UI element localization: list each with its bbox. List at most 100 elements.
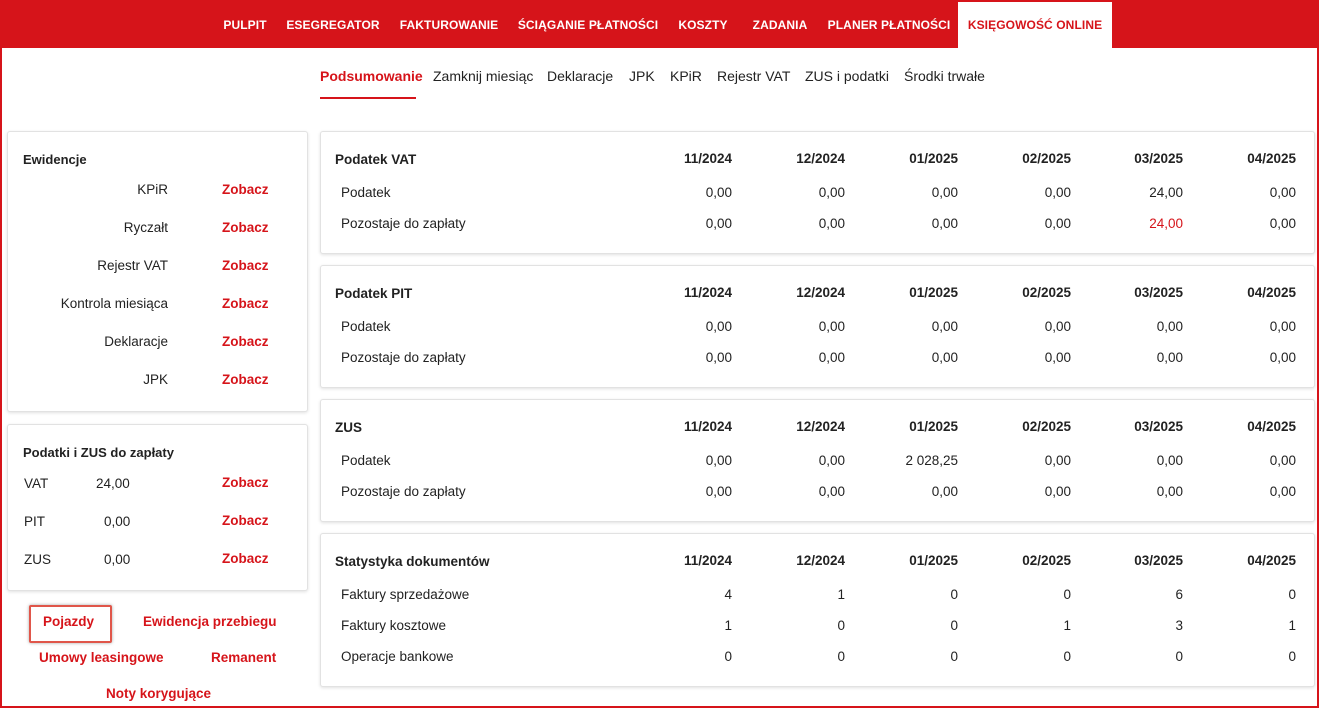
table-cell: 0,00 (1156, 350, 1183, 365)
tab-zus-i-podatki[interactable]: ZUS i podatki (805, 68, 890, 84)
table-cell: 0,00 (931, 216, 958, 231)
table-cell: 0 (950, 618, 958, 633)
period-header: 03/2025 (1134, 419, 1183, 434)
umowy-leasingowe-link[interactable]: Umowy leasingowe (39, 650, 164, 665)
row-label: Pozostaje do zapłaty (341, 350, 466, 365)
period-header: 04/2025 (1247, 419, 1296, 434)
table-cell: 0 (837, 649, 845, 664)
ewidencje-ryczalt-link[interactable]: Zobacz (222, 220, 269, 235)
statystyka-title: Statystyka dokumentów (335, 554, 490, 569)
ewidencje-kontrola-miesiaca-link[interactable]: Zobacz (222, 296, 269, 311)
table-cell: 0,00 (818, 453, 845, 468)
ewidencja-przebiegu-link[interactable]: Ewidencja przebiegu (143, 614, 277, 629)
ewidencje-jpk-link[interactable]: Zobacz (222, 372, 269, 387)
table-cell: 0,00 (931, 319, 958, 334)
table-cell: 0 (837, 618, 845, 633)
table-cell: 0,00 (1156, 453, 1183, 468)
row-label: Faktury kosztowe (341, 618, 447, 633)
table-cell: 0 (724, 649, 732, 664)
remanent-link[interactable]: Remanent (211, 650, 277, 665)
row-label: Podatek (341, 185, 391, 200)
table-cell-due: 24,00 (1149, 216, 1183, 231)
topnav-item-koszty[interactable]: KOSZTY (678, 18, 728, 32)
period-header: 04/2025 (1247, 285, 1296, 300)
ewidencje-label-jpk: JPK (143, 372, 168, 387)
table-cell: 0,00 (1269, 350, 1296, 365)
table-cell: 0,00 (1269, 185, 1296, 200)
tab-zamknij-miesiac[interactable]: Zamknij miesiąc (433, 68, 534, 84)
table-cell: 3 (1175, 618, 1183, 633)
table-cell: 0 (950, 587, 958, 602)
period-header: 12/2024 (796, 419, 845, 434)
table-cell: 0 (950, 649, 958, 664)
ewidencje-title: Ewidencje (23, 152, 87, 167)
podatki-label-vat: VAT (24, 476, 49, 491)
topnav-item-pulpit[interactable]: PULPIT (223, 18, 267, 32)
row-label: Pozostaje do zapłaty (341, 216, 466, 231)
topnav-item-planer-platnosci[interactable]: PLANER PŁATNOŚCI (827, 18, 951, 32)
active-tab-underline (320, 97, 416, 99)
table-cell: 1 (1063, 618, 1071, 633)
ewidencje-deklaracje-link[interactable]: Zobacz (222, 334, 269, 349)
table-cell: 0,00 (1156, 319, 1183, 334)
podatki-zus-link[interactable]: Zobacz (222, 551, 269, 566)
table-cell: 0,00 (1156, 484, 1183, 499)
table-cell: 6 (1175, 587, 1183, 602)
table-cell: 0,00 (931, 484, 958, 499)
table-cell: 0,00 (705, 185, 732, 200)
topnav-item-zadania[interactable]: ZADANIA (752, 18, 808, 32)
tab-podsumowanie[interactable]: Podsumowanie (320, 68, 423, 84)
period-header: 02/2025 (1022, 553, 1071, 568)
tab-kpir[interactable]: KPiR (670, 68, 702, 84)
table-cell: 0,00 (1044, 185, 1071, 200)
period-header: 04/2025 (1247, 151, 1296, 166)
topnav-item-sciaganie-platnosci[interactable]: ŚCIĄGANIE PŁATNOŚCI (517, 18, 659, 32)
podatek-vat-title: Podatek VAT (335, 152, 417, 167)
table-cell: 1 (724, 618, 732, 633)
period-header: 03/2025 (1134, 553, 1183, 568)
podatki-vat-link[interactable]: Zobacz (222, 475, 269, 490)
table-cell: 0,00 (1044, 350, 1071, 365)
topnav-item-esegregator[interactable]: ESEGREGATOR (286, 18, 380, 32)
table-cell: 4 (724, 587, 732, 602)
table-cell: 0,00 (1044, 484, 1071, 499)
table-cell: 0 (1288, 649, 1296, 664)
table-cell: 0,00 (1044, 319, 1071, 334)
topnav-item-fakturowanie[interactable]: FAKTUROWANIE (399, 18, 499, 32)
table-cell: 0,00 (1044, 216, 1071, 231)
table-cell: 0,00 (705, 484, 732, 499)
ewidencje-label-deklaracje: Deklaracje (104, 334, 168, 349)
pojazdy-link[interactable]: Pojazdy (43, 614, 95, 629)
tab-deklaracje[interactable]: Deklaracje (547, 68, 614, 84)
tab-rejestr-vat[interactable]: Rejestr VAT (717, 68, 791, 84)
table-cell: 1 (837, 587, 845, 602)
period-header: 04/2025 (1247, 553, 1296, 568)
table-cell: 0,00 (1269, 484, 1296, 499)
podatek-pit-title: Podatek PIT (335, 286, 413, 301)
period-header: 11/2024 (683, 553, 732, 568)
row-label: Pozostaje do zapłaty (341, 484, 466, 499)
table-cell: 0,00 (931, 185, 958, 200)
ewidencje-label-rejestr-vat: Rejestr VAT (97, 258, 168, 273)
tab-jpk[interactable]: JPK (629, 68, 655, 84)
noty-korygujace-link[interactable]: Noty korygujące (106, 686, 212, 701)
ewidencje-label-kontrola-miesiaca: Kontrola miesiąca (60, 296, 168, 311)
podatek-vat-card: Podatek VAT 11/2024 12/2024 01/2025 02/2… (320, 131, 1315, 254)
podatki-zus-title: Podatki i ZUS do zapłaty (23, 445, 174, 460)
pojazdy-highlight (29, 605, 112, 643)
podatki-pit-link[interactable]: Zobacz (222, 513, 269, 528)
row-label: Podatek (341, 319, 391, 334)
zus-title: ZUS (335, 420, 362, 435)
tab-srodki-trwale[interactable]: Środki trwałe (904, 68, 985, 84)
ewidencje-kpir-link[interactable]: Zobacz (222, 182, 269, 197)
podatki-label-zus: ZUS (24, 552, 51, 567)
period-header: 11/2024 (683, 419, 732, 434)
topnav-item-ksiegowosc-online[interactable]: KSIĘGOWOŚĆ ONLINE (958, 2, 1112, 48)
podatki-value-pit: 0,00 (104, 514, 131, 529)
ewidencje-label-kpir: KPiR (137, 182, 168, 197)
period-header: 12/2024 (796, 151, 845, 166)
ewidencje-rejestr-vat-link[interactable]: Zobacz (222, 258, 269, 273)
table-cell: 0,00 (705, 319, 732, 334)
podatek-pit-card: Podatek PIT 11/2024 12/2024 01/2025 02/2… (320, 265, 1315, 388)
